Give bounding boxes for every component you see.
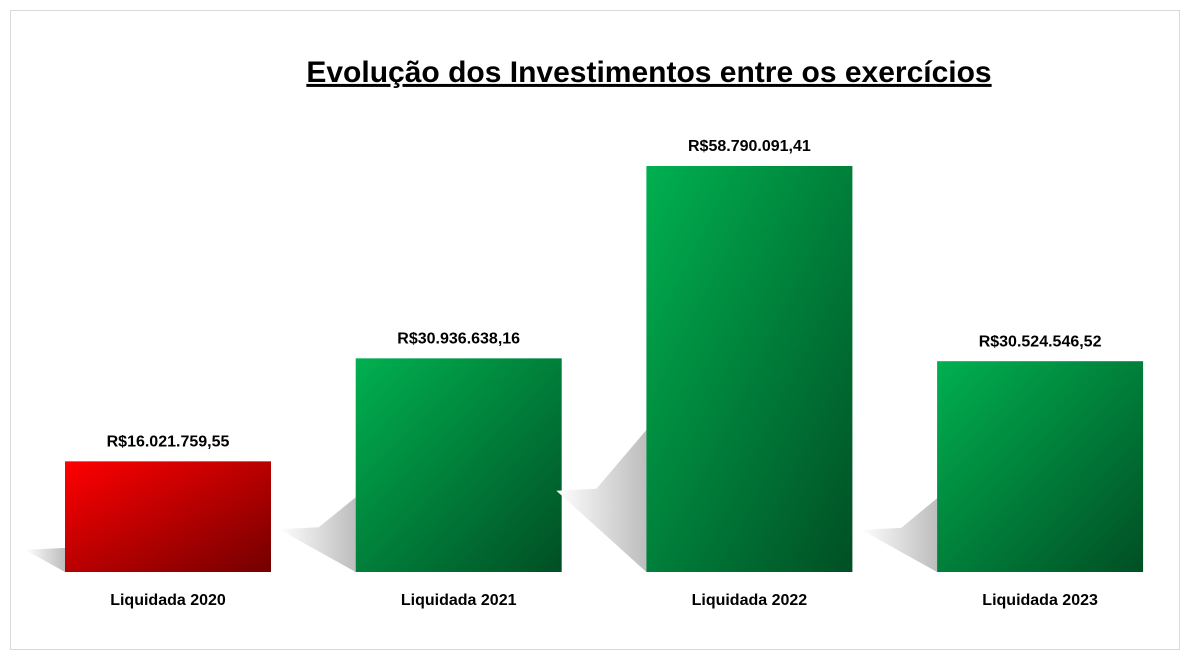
value-label: R$30.524.546,52 — [979, 333, 1102, 350]
bar-shadow — [25, 533, 66, 572]
x-tick-label: Liquidada 2023 — [982, 592, 1098, 609]
bar-shadow — [861, 498, 938, 572]
bar-shadow — [278, 497, 356, 572]
value-label: R$58.790.091,41 — [688, 138, 811, 155]
bar — [65, 461, 271, 572]
bar — [646, 166, 853, 572]
x-tick-label: Liquidada 2020 — [110, 592, 226, 609]
frame — [10, 10, 1180, 650]
value-label: R$30.936.638,16 — [397, 331, 520, 348]
bar — [355, 358, 562, 572]
chart-title: Evolução dos Investimentos entre os exer… — [306, 56, 991, 89]
value-label: R$16.021.759,55 — [107, 434, 230, 451]
x-tick-label: Liquidada 2021 — [401, 592, 517, 609]
x-tick-label: Liquidada 2022 — [692, 592, 808, 609]
bar-shadow — [556, 429, 647, 572]
bar — [937, 361, 1144, 572]
